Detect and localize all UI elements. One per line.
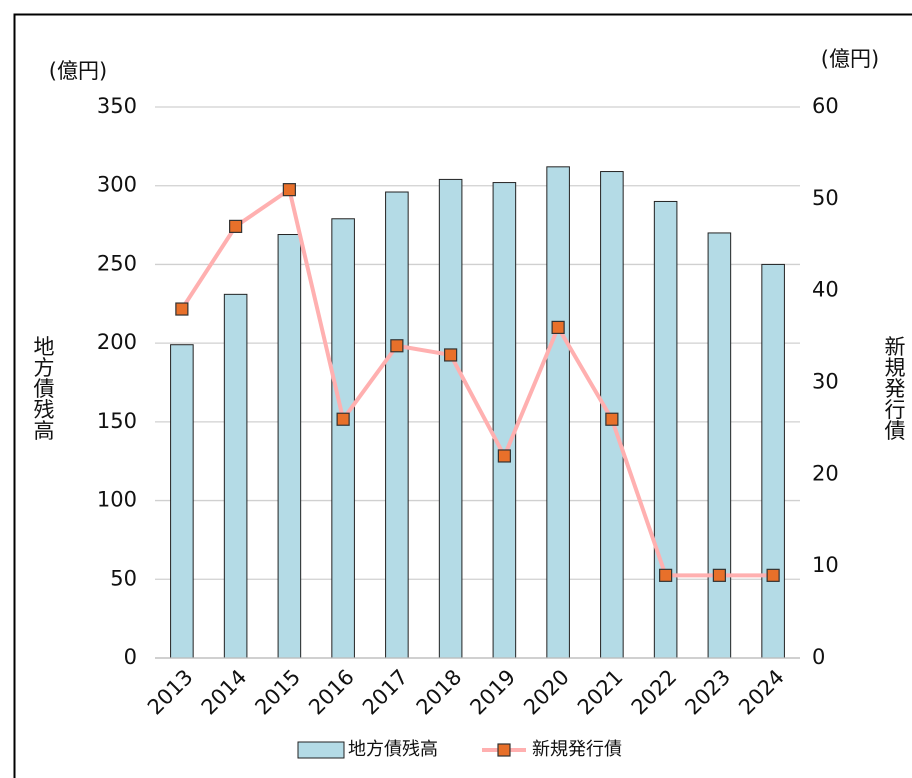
bar xyxy=(385,191,409,659)
bar xyxy=(170,344,194,659)
line xyxy=(180,187,774,578)
marker xyxy=(605,412,619,426)
legend-label: 新規発行債 xyxy=(532,739,622,760)
x-tick-label: 2022 xyxy=(627,665,682,720)
bar xyxy=(546,166,570,659)
marker xyxy=(712,568,726,582)
marker xyxy=(229,219,243,233)
x-tick-label: 2024 xyxy=(734,665,789,720)
y-unit: (億円) xyxy=(49,59,107,83)
bar xyxy=(223,293,248,659)
y2-tick-label: 20 xyxy=(812,461,839,485)
x-tick-label: 2016 xyxy=(304,665,359,720)
marker xyxy=(497,449,511,463)
marker xyxy=(175,302,189,316)
marker xyxy=(282,183,296,197)
y-tick-label: 200 xyxy=(97,330,137,354)
bar xyxy=(277,234,302,659)
y2-tick-label: 10 xyxy=(812,553,839,577)
bar xyxy=(761,263,785,659)
marker xyxy=(336,412,350,426)
y-tick-label: 300 xyxy=(97,173,137,197)
marker xyxy=(659,568,673,582)
y2-tick-label: 60 xyxy=(812,94,839,118)
y-axis-title: 地方債残高 xyxy=(31,336,55,441)
marker xyxy=(766,568,780,582)
bar xyxy=(653,200,678,659)
x-tick-label: 2014 xyxy=(197,665,252,720)
bar xyxy=(331,218,355,659)
y2-tick-label: 30 xyxy=(812,370,839,394)
y2-unit: (億円) xyxy=(821,47,879,71)
x-tick-label: 2023 xyxy=(680,665,735,720)
bar xyxy=(492,182,517,659)
legend-swatch xyxy=(497,743,511,757)
x-tick-label: 2021 xyxy=(573,665,628,720)
marker xyxy=(390,339,404,353)
x-tick-label: 2015 xyxy=(250,665,305,720)
y-tick-label: 100 xyxy=(97,488,137,512)
y2-axis-title: 新規発行債 xyxy=(882,336,906,441)
bar xyxy=(707,232,732,659)
y2-tick-label: 40 xyxy=(812,278,839,302)
y2-tick-label: 0 xyxy=(812,645,825,669)
x-tick-label: 2020 xyxy=(519,665,574,720)
y-tick-label: 150 xyxy=(97,409,137,433)
y-tick-label: 350 xyxy=(97,94,137,118)
x-tick-label: 2018 xyxy=(412,665,467,720)
frame xyxy=(13,13,912,778)
legend-label: 地方債残高 xyxy=(348,739,438,760)
y-tick-label: 250 xyxy=(97,251,137,275)
y2-tick-label: 50 xyxy=(812,186,839,210)
y-tick-label: 50 xyxy=(110,566,137,590)
marker xyxy=(551,320,565,334)
x-tick-label: 2017 xyxy=(358,665,413,720)
x-tick-label: 2019 xyxy=(465,665,520,720)
bar xyxy=(438,178,463,659)
y-tick-label: 0 xyxy=(124,645,137,669)
legend-swatch xyxy=(297,741,345,759)
x-tick-label: 2013 xyxy=(143,665,198,720)
marker xyxy=(444,348,458,362)
